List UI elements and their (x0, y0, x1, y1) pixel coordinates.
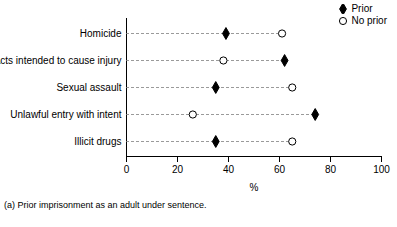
svg-text:Acts intended to cause injury: Acts intended to cause injury (0, 55, 122, 66)
svg-text:Illicit drugs: Illicit drugs (74, 136, 121, 147)
svg-text:20: 20 (172, 164, 184, 175)
svg-text:80: 80 (325, 164, 337, 175)
html-text:No prior: No prior (351, 15, 387, 26)
svg-text:Sexual assault: Sexual assault (56, 82, 121, 93)
svg-text:60: 60 (274, 164, 286, 175)
svg-text:0: 0 (124, 164, 130, 175)
html-text:Prior: Prior (351, 3, 373, 14)
svg-text:%: % (250, 182, 259, 193)
svg-text:100: 100 (373, 164, 390, 175)
svg-text:Homicide: Homicide (80, 28, 122, 39)
svg-text:40: 40 (223, 164, 235, 175)
svg-text:Unlawful entry with intent: Unlawful entry with intent (10, 109, 121, 120)
html-text:(a) Prior imprisonment as an a: (a) Prior imprisonment as an adult under… (4, 200, 207, 210)
